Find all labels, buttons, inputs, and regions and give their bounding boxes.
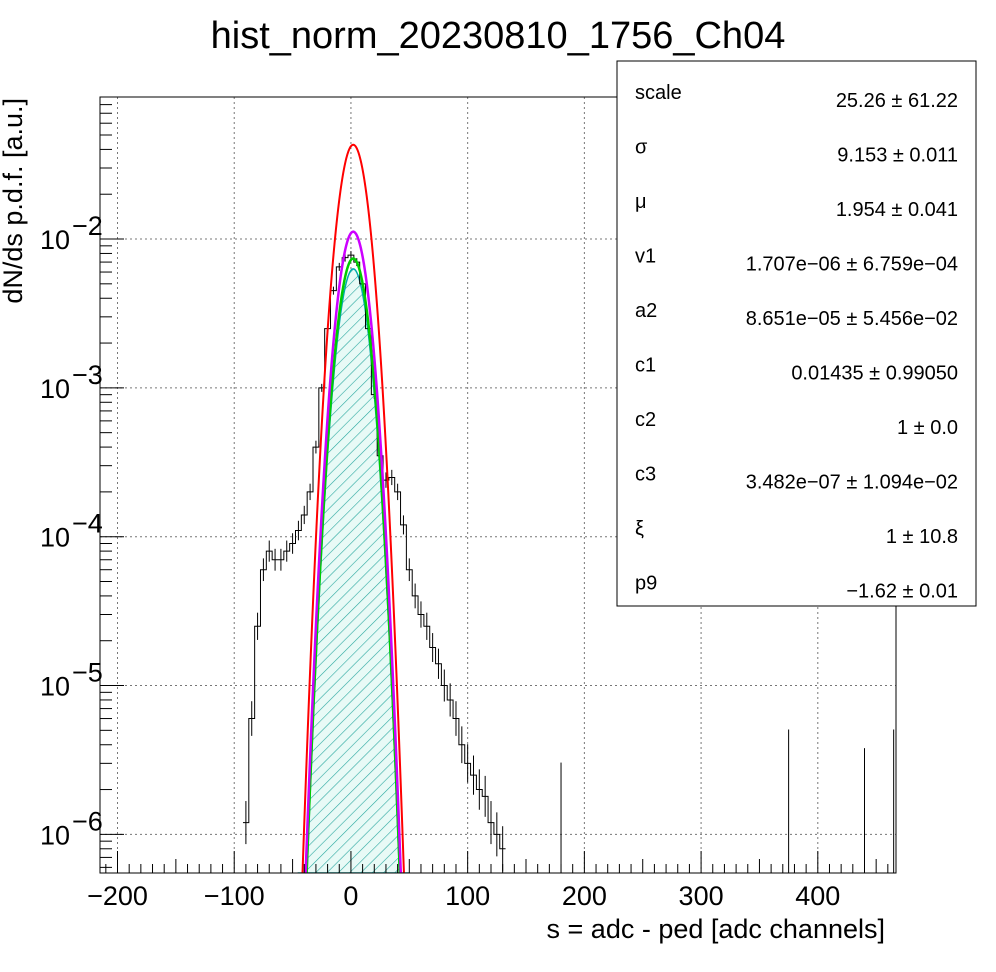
stat-value: 1 ± 10.8 [886,526,958,548]
fit-stats-box: scale 25.26 ± 61.22 σ 9.153 ± 0.011 μ 1.954 ±… [616,60,977,607]
y-tick-exponent: −2 [72,211,103,241]
stat-value: −1.62 ± 0.01 [846,581,958,603]
y-tick-exponent: −4 [72,509,103,539]
x-tick-label: −100 [204,881,265,911]
stat-name: σ [635,137,648,159]
y-tick-label: 10 [40,820,70,850]
x-tick-label: 100 [445,881,490,911]
y-tick-exponent: −6 [72,806,103,836]
x-tick-label: 300 [679,881,724,911]
stat-name: c1 [635,355,656,377]
x-tick-label: 400 [795,881,840,911]
stat-value: 9.153 ± 0.011 [837,145,958,167]
stat-value: 0.01435 ± 0.99050 [791,363,958,385]
stat-name: ξ [635,518,644,540]
y-tick-exponent: −5 [72,658,103,688]
stat-name: p9 [635,573,657,595]
stat-value: 1 ± 0.0 [897,417,958,439]
y-tick-label: 10 [40,523,70,553]
stat-name: c3 [635,464,656,486]
y-tick-label: 10 [40,225,70,255]
total-fit-curve [301,143,405,873]
x-tick-label: 0 [343,881,358,911]
chart-title: hist_norm_20230810_1756_Ch04 [211,15,786,57]
stat-value: 1.707e−06 ± 6.759e−04 [746,254,958,276]
x-tick-label: 200 [562,881,607,911]
stat-value: 1.954 ± 0.041 [836,199,958,221]
component-1-curve [304,230,403,873]
x-axis-label: s = adc - ped [adc channels] [547,914,885,944]
stat-name: v1 [635,246,656,268]
series-layer [242,143,895,873]
stat-value: 25.26 ± 61.22 [836,90,958,112]
stat-name: scale [635,82,682,104]
stats-box-frame [616,60,977,607]
stat-name: a2 [635,300,657,322]
y-tick-label: 10 [40,374,70,404]
x-tick-label: −200 [87,881,148,911]
y-axis-label: dN/ds p.d.f. [a.u.] [0,98,28,304]
stat-name: c2 [635,409,656,431]
y-tick-exponent: −3 [72,360,103,390]
stat-value: 8.651e−05 ± 5.456e−02 [746,308,958,330]
component-2-curve [305,257,402,873]
stat-value: 3.482e−07 ± 1.094e−02 [746,472,958,494]
y-tick-label: 10 [40,672,70,702]
stat-name: μ [635,191,647,213]
